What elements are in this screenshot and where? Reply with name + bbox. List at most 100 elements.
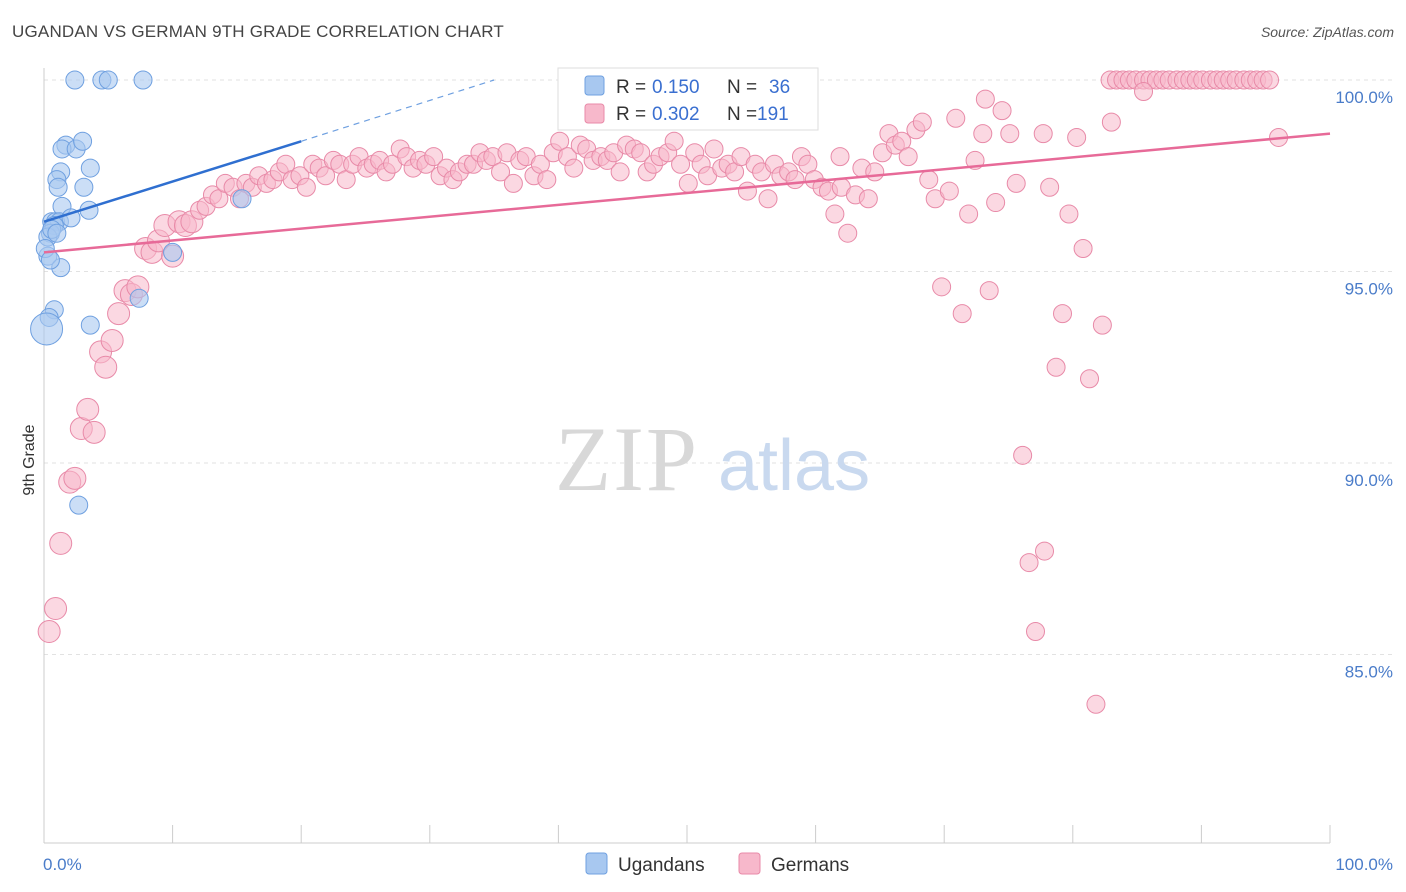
german-point	[631, 143, 651, 163]
german-point	[44, 597, 68, 621]
german-point	[865, 162, 885, 182]
german-point	[564, 158, 584, 178]
german-point	[1073, 239, 1093, 259]
german-point	[491, 162, 511, 182]
german-point	[94, 355, 118, 379]
x-tick-label: 0.0%	[43, 855, 82, 874]
ugandan-trend-line	[43, 140, 302, 223]
german-point	[1033, 124, 1053, 144]
german-point	[537, 170, 557, 190]
german-point	[316, 166, 336, 186]
german-point	[946, 108, 966, 128]
ugandan-point	[40, 250, 60, 270]
source-credit: Source: ZipAtlas.com	[1260, 24, 1394, 40]
german-point	[1013, 445, 1033, 465]
y-tick-label: 85.0%	[1345, 663, 1393, 682]
german-point	[1059, 204, 1079, 224]
legend-bottom-label-germans: Germans	[771, 855, 849, 876]
german-point	[49, 531, 73, 555]
german-point	[785, 170, 805, 190]
german-point	[858, 189, 878, 209]
german-trend-line	[43, 132, 1331, 254]
german-point	[1086, 694, 1106, 714]
german-point	[939, 181, 959, 201]
y-tick-label: 95.0%	[1345, 280, 1393, 299]
german-point	[992, 101, 1012, 121]
german-point	[1134, 81, 1154, 101]
german-point	[1092, 315, 1112, 335]
watermark-atlas: atlas	[718, 426, 870, 506]
german-point	[986, 193, 1006, 213]
german-point	[704, 139, 724, 159]
y-tick-labels: 100.0% 95.0% 90.0% 85.0%	[1335, 88, 1393, 682]
german-point	[1000, 124, 1020, 144]
legend-r-label: R =	[616, 104, 646, 125]
german-point	[838, 223, 858, 243]
german-point	[1067, 127, 1087, 147]
legend-top: R = 0.150 N = 36 R = 0.302 N = 191	[557, 67, 819, 131]
german-point	[1006, 173, 1026, 193]
legend-n-label: N =	[727, 104, 757, 125]
german-point	[952, 304, 972, 324]
german-point	[82, 420, 106, 444]
axes	[43, 68, 1331, 844]
x-tick-label: 100.0%	[1335, 855, 1393, 874]
german-point	[975, 89, 995, 109]
german-point	[664, 131, 684, 151]
legend-bottom: Ugandans Germans	[585, 852, 849, 876]
ugandan-point	[73, 131, 93, 151]
german-point	[825, 204, 845, 224]
german-point	[1035, 541, 1055, 561]
ugandan-trend-extension	[301, 79, 495, 142]
legend-r-label: R =	[616, 77, 646, 98]
german-point	[550, 131, 570, 151]
german-point	[737, 181, 757, 201]
ugandan-point	[163, 242, 183, 262]
ugandan-points	[30, 70, 252, 515]
german-point	[63, 466, 87, 490]
y-tick-label: 90.0%	[1345, 471, 1393, 490]
german-point	[758, 189, 778, 209]
german-point	[979, 281, 999, 301]
chart-title: UGANDAN VS GERMAN 9TH GRADE CORRELATION …	[12, 22, 504, 41]
ugandan-point	[98, 70, 118, 90]
german-point	[76, 397, 100, 421]
german-point	[898, 147, 918, 167]
german-points	[37, 70, 1289, 714]
german-point	[671, 154, 691, 174]
legend-bottom-label-ugandans: Ugandans	[618, 855, 705, 876]
german-point	[830, 147, 850, 167]
german-point	[1053, 304, 1073, 324]
legend-n-label: N =	[727, 77, 757, 98]
german-point	[1026, 622, 1046, 642]
legend-n-value: 36	[769, 77, 790, 98]
german-point	[424, 147, 444, 167]
german-point	[678, 173, 698, 193]
german-point	[912, 112, 932, 132]
legend-swatch-germans	[584, 103, 605, 124]
ugandan-point	[69, 495, 89, 515]
ugandan-point	[47, 223, 67, 243]
legend-n-value: 191	[757, 104, 789, 125]
german-point	[100, 328, 124, 352]
x-tick-labels: 0.0% 100.0%	[43, 855, 1393, 874]
ugandan-point	[232, 189, 252, 209]
legend-swatch-ugandans	[584, 75, 605, 96]
german-point	[919, 170, 939, 190]
ugandan-point	[30, 312, 64, 346]
ugandan-point	[129, 288, 149, 308]
german-point	[1080, 369, 1100, 389]
german-point	[1046, 357, 1066, 377]
trend-lines	[43, 79, 1331, 254]
german-point	[503, 173, 523, 193]
ugandan-point	[48, 177, 68, 197]
german-point	[1019, 553, 1039, 573]
german-point	[107, 302, 131, 326]
ugandan-point	[80, 315, 100, 335]
y-tick-label: 100.0%	[1335, 88, 1393, 107]
german-point	[959, 204, 979, 224]
german-point	[973, 124, 993, 144]
german-point	[932, 277, 952, 297]
german-point	[1260, 70, 1280, 90]
